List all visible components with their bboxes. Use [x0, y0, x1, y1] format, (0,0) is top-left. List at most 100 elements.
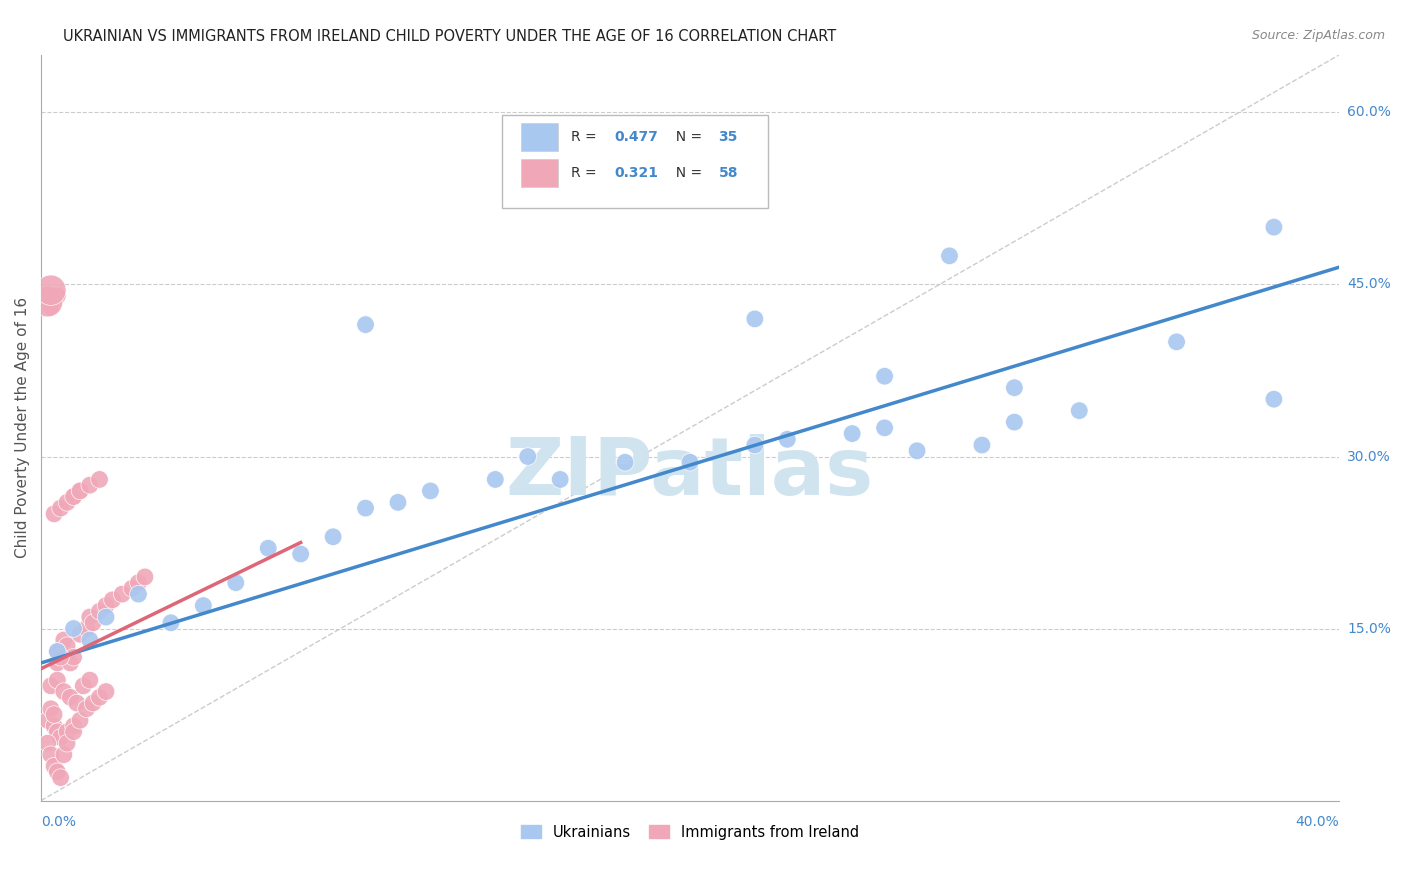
Point: [614, 455, 637, 469]
Text: 40.0%: 40.0%: [1295, 814, 1339, 829]
Point: [62, 490, 84, 504]
Point: [101, 592, 124, 607]
Point: [46, 764, 69, 779]
Point: [42, 719, 65, 733]
Point: [37, 294, 59, 309]
Text: N =: N =: [666, 166, 706, 180]
Text: 35: 35: [718, 130, 738, 145]
Point: [1002, 381, 1025, 395]
Point: [46, 644, 69, 658]
Point: [776, 432, 799, 446]
Point: [1263, 392, 1285, 406]
Point: [62, 724, 84, 739]
Point: [52, 632, 75, 647]
Point: [59, 690, 82, 705]
Point: [49, 650, 72, 665]
Point: [49, 501, 72, 516]
Point: [37, 713, 59, 727]
Text: 0.321: 0.321: [614, 166, 658, 180]
Point: [49, 731, 72, 745]
Point: [72, 679, 94, 693]
Point: [193, 599, 215, 613]
Point: [39, 702, 62, 716]
Point: [548, 472, 571, 486]
Point: [42, 707, 65, 722]
Point: [46, 724, 69, 739]
Point: [387, 495, 409, 509]
FancyBboxPatch shape: [522, 123, 558, 152]
Point: [79, 632, 101, 647]
Point: [354, 318, 377, 332]
Point: [94, 599, 117, 613]
Y-axis label: Child Poverty Under the Age of 16: Child Poverty Under the Age of 16: [15, 297, 30, 558]
Text: R =: R =: [571, 166, 600, 180]
Point: [225, 575, 247, 590]
Point: [484, 472, 506, 486]
Point: [134, 570, 156, 584]
Text: 60.0%: 60.0%: [1347, 105, 1391, 120]
Point: [679, 455, 702, 469]
Point: [1166, 334, 1188, 349]
Text: 0.477: 0.477: [614, 130, 658, 145]
Point: [46, 289, 69, 303]
Point: [66, 696, 89, 710]
Point: [79, 478, 101, 492]
Point: [322, 530, 344, 544]
Point: [121, 582, 143, 596]
Point: [52, 684, 75, 698]
Point: [127, 587, 149, 601]
Point: [39, 747, 62, 762]
Point: [873, 369, 896, 384]
Point: [76, 622, 98, 636]
Point: [82, 696, 104, 710]
Point: [62, 490, 84, 504]
Point: [56, 724, 79, 739]
Point: [127, 575, 149, 590]
Point: [1002, 415, 1025, 429]
Point: [160, 615, 183, 630]
Point: [42, 507, 65, 521]
Text: N =: N =: [666, 130, 706, 145]
Point: [46, 673, 69, 687]
Point: [744, 312, 766, 326]
Point: [873, 421, 896, 435]
FancyBboxPatch shape: [502, 115, 768, 208]
Text: 58: 58: [718, 166, 738, 180]
Point: [419, 483, 441, 498]
Text: 30.0%: 30.0%: [1347, 450, 1391, 464]
Point: [111, 587, 134, 601]
Point: [1263, 220, 1285, 235]
Point: [62, 719, 84, 733]
Point: [69, 627, 91, 641]
Point: [46, 656, 69, 670]
Point: [39, 301, 62, 315]
Text: ZIPatlas: ZIPatlas: [506, 434, 875, 511]
Point: [89, 604, 111, 618]
Point: [89, 472, 111, 486]
Point: [89, 690, 111, 705]
Point: [52, 747, 75, 762]
Point: [354, 501, 377, 516]
Point: [49, 771, 72, 785]
Point: [79, 610, 101, 624]
Text: Source: ZipAtlas.com: Source: ZipAtlas.com: [1251, 29, 1385, 42]
Point: [290, 547, 312, 561]
Point: [49, 644, 72, 658]
Point: [970, 438, 993, 452]
Point: [56, 639, 79, 653]
Point: [69, 483, 91, 498]
Text: R =: R =: [571, 130, 600, 145]
Point: [56, 495, 79, 509]
Text: 45.0%: 45.0%: [1347, 277, 1391, 292]
Point: [56, 736, 79, 750]
Point: [257, 541, 280, 556]
Point: [59, 656, 82, 670]
Point: [938, 249, 960, 263]
Point: [841, 426, 863, 441]
Point: [94, 610, 117, 624]
Point: [76, 702, 98, 716]
Text: 15.0%: 15.0%: [1347, 622, 1391, 635]
Legend: Ukrainians, Immigrants from Ireland: Ukrainians, Immigrants from Ireland: [515, 819, 865, 846]
Point: [82, 615, 104, 630]
FancyBboxPatch shape: [522, 159, 558, 187]
